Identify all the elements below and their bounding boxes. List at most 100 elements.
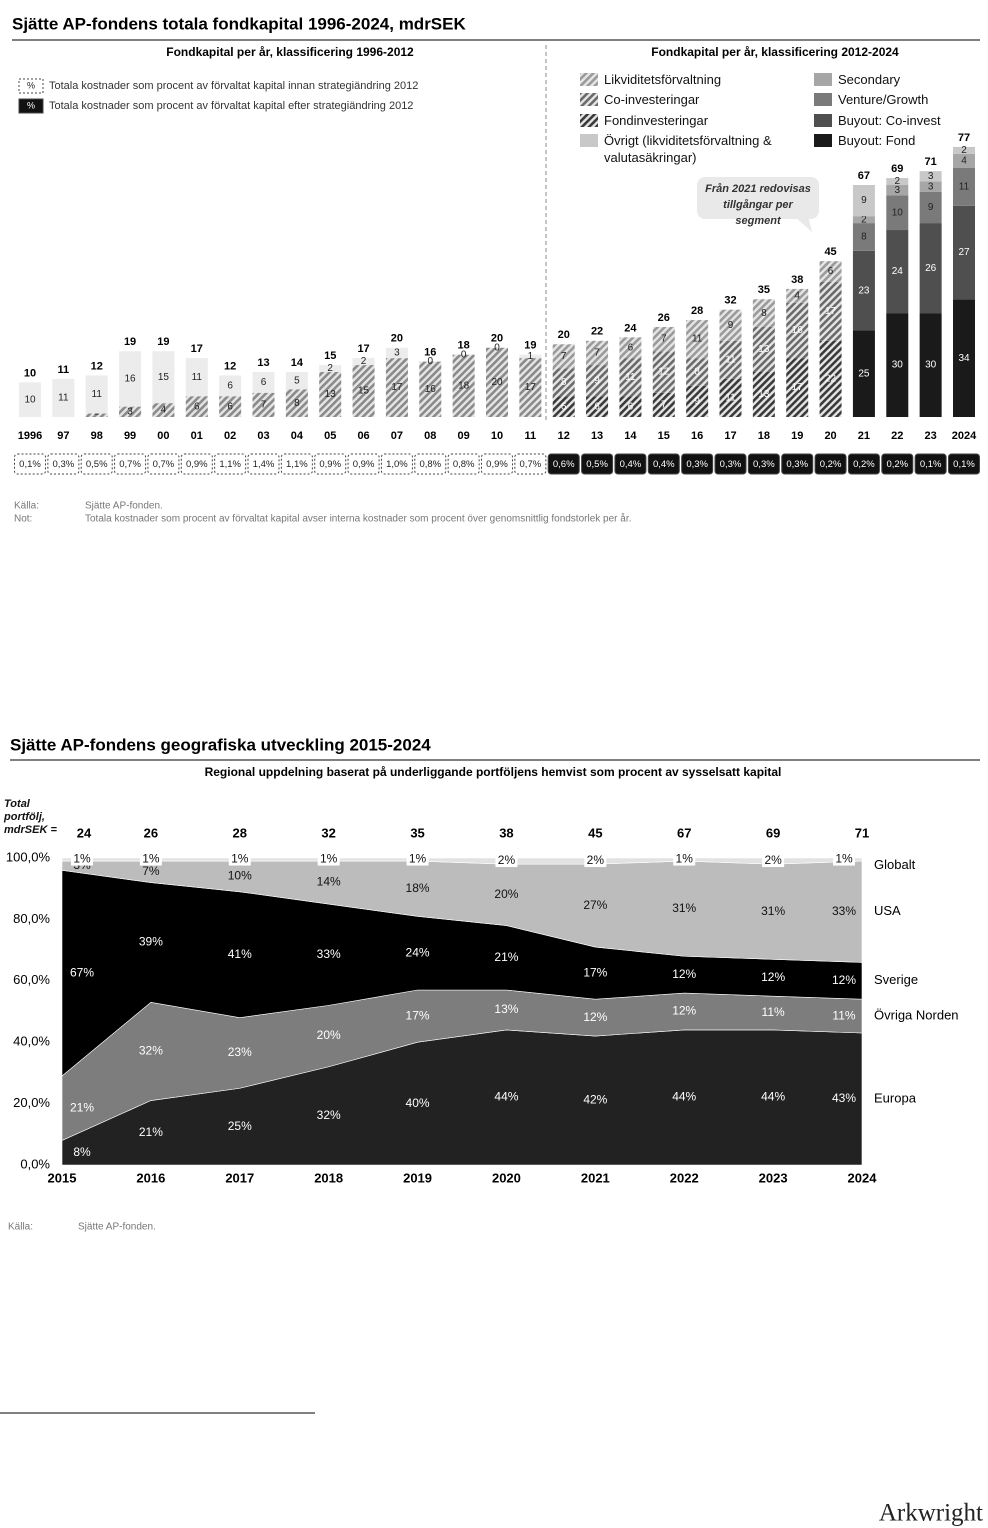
data-label: 21% — [70, 1100, 94, 1114]
total-label: 45 — [588, 825, 602, 840]
bar-segment — [219, 375, 242, 397]
bar-segment — [252, 392, 275, 417]
label-box — [406, 852, 429, 866]
segment-label: 26 — [925, 263, 937, 274]
segment-label: 13 — [325, 389, 337, 400]
segment-label: 22 — [825, 374, 837, 385]
x-tick-label: 23 — [925, 430, 937, 442]
total-label: 20 — [391, 333, 403, 345]
x-tick-label: 10 — [491, 430, 503, 442]
cost-box — [948, 453, 980, 475]
bar-segment — [586, 396, 609, 417]
data-label: 21% — [139, 1125, 163, 1139]
data-label: 10% — [228, 869, 252, 883]
data-label: 18% — [406, 881, 430, 895]
x-tick-label: 02 — [224, 430, 236, 442]
note-label: Not: — [14, 514, 32, 525]
segment-label: 18 — [458, 380, 470, 391]
x-tick-label: 2022 — [670, 1170, 699, 1185]
total-label: 28 — [691, 305, 703, 317]
legend-swatch — [580, 73, 598, 86]
x-tick-label: 07 — [391, 430, 403, 442]
x-tick-label: 21 — [858, 430, 870, 442]
total-label: 38 — [791, 274, 803, 286]
series-label: Europa — [874, 1090, 917, 1105]
total-label: 69 — [766, 825, 780, 840]
cost-box — [347, 453, 380, 475]
cost-box — [80, 453, 113, 475]
bar-segment — [819, 281, 842, 341]
cost-label: 0,5% — [586, 459, 608, 470]
bar-segment — [652, 392, 675, 417]
cost-label: 1,1% — [286, 459, 308, 470]
segment-label: 7 — [661, 334, 667, 345]
data-label: 12% — [672, 1004, 696, 1018]
bar-segment — [85, 413, 108, 417]
x-tick-label: 08 — [424, 430, 436, 442]
segment-label: 16 — [792, 325, 804, 336]
bar-segment — [652, 351, 675, 393]
legend-symbol: % — [27, 80, 35, 90]
legend-symbol: % — [27, 100, 35, 110]
cost-box — [47, 453, 80, 475]
cost-box — [814, 453, 847, 475]
segment-label: 6 — [261, 377, 267, 388]
legend-label: Buyout: Co-invest — [838, 113, 941, 128]
legend-swatch — [580, 93, 598, 106]
segment-label: 6 — [194, 401, 200, 412]
label-box — [495, 854, 518, 868]
total-label: 35 — [758, 284, 770, 296]
cost-box — [314, 453, 347, 475]
data-label: 1% — [320, 852, 338, 866]
bar-segment — [519, 358, 542, 417]
bar-segment — [352, 365, 375, 417]
bar-segment — [752, 371, 775, 417]
series-label: USA — [874, 903, 901, 918]
label-box — [673, 852, 696, 866]
x-tick-label: 16 — [691, 430, 703, 442]
cost-box — [214, 453, 247, 475]
data-label: 31% — [672, 901, 696, 915]
data-label: 13% — [494, 1002, 518, 1016]
segment-label: 7 — [661, 400, 667, 411]
cost-box — [14, 453, 46, 475]
data-label: 1% — [142, 852, 160, 866]
x-tick-label: 22 — [891, 430, 903, 442]
segment-label: 9 — [861, 195, 867, 206]
legend-label: Fondinvesteringar — [604, 113, 709, 128]
bar-segment — [185, 396, 208, 417]
note-text: Totala kostnader som procent av förvalta… — [85, 513, 631, 525]
segment-label: 11 — [692, 334, 703, 345]
cost-label: 0,7% — [153, 459, 175, 470]
data-label: 44% — [494, 1090, 518, 1104]
total-label: 38 — [499, 825, 513, 840]
segment-label: 3 — [928, 171, 934, 182]
cost-box — [481, 453, 513, 475]
data-label: 43% — [832, 1091, 856, 1105]
bar-segment — [953, 205, 975, 300]
data-label: 40% — [406, 1096, 430, 1110]
bar-segment — [886, 230, 909, 314]
segment-label: 9 — [728, 320, 734, 331]
total-label: 24 — [77, 825, 92, 840]
bar-segment — [852, 223, 875, 251]
label-box — [317, 852, 340, 866]
x-tick-label: 2024 — [952, 430, 977, 442]
total-label: 17 — [191, 343, 203, 355]
total-label: 19 — [124, 336, 136, 348]
total-label: 18 — [458, 340, 470, 352]
bar-segment — [285, 371, 308, 390]
section-title: Fondkapital per år, klassificering 1996-… — [166, 45, 414, 59]
x-tick-label: 04 — [291, 430, 304, 442]
cost-label: 0,4% — [620, 459, 642, 470]
segment-label: 25 — [858, 368, 870, 379]
data-label: 14% — [317, 875, 341, 889]
data-label: 23% — [228, 1045, 252, 1059]
x-tick-label: 2018 — [314, 1170, 343, 1185]
bar-segment — [953, 299, 975, 417]
source-text: Sjätte AP-fonden. — [78, 1222, 156, 1233]
segment-label: 6 — [227, 401, 233, 412]
bar-segment — [152, 403, 175, 417]
data-label: 1% — [73, 852, 91, 866]
cost-label: 1,0% — [386, 459, 408, 470]
